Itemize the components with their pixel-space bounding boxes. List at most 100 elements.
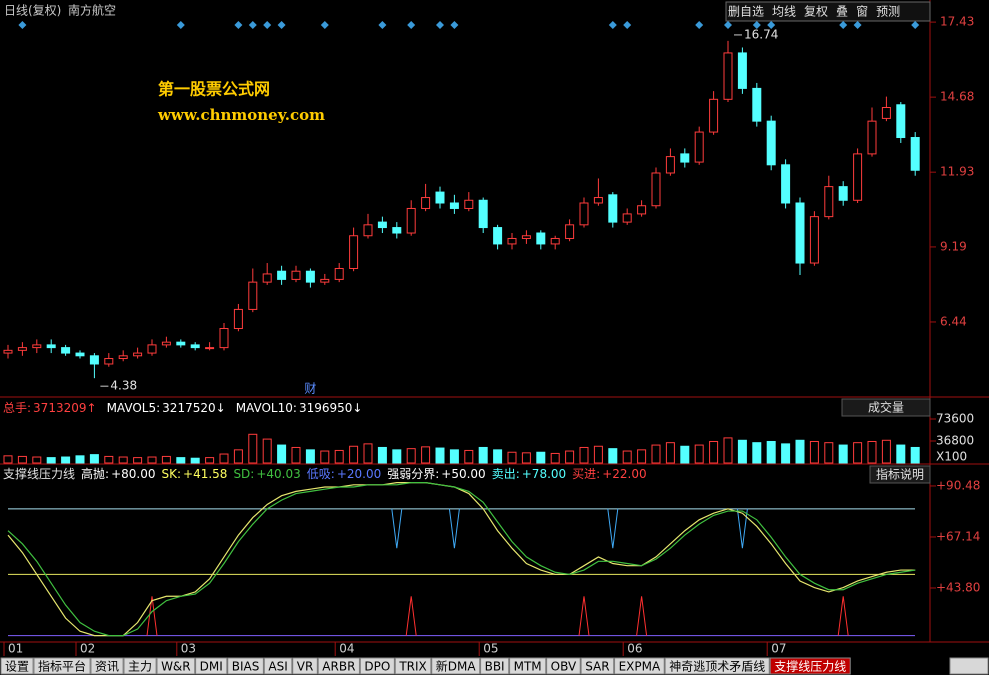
buy-spike (837, 596, 849, 636)
tab-label[interactable]: EXPMA (619, 660, 661, 674)
tab[interactable] (480, 657, 510, 675)
tab[interactable] (0, 657, 34, 675)
tab-label[interactable]: 神奇逃顶术矛盾线 (669, 660, 765, 674)
tab-label[interactable]: ASI (268, 660, 287, 674)
volume-bar (637, 449, 647, 464)
candle-body (17, 347, 27, 351)
volume-bar (651, 444, 661, 464)
tab[interactable] (195, 657, 228, 675)
signal-marker (608, 21, 617, 29)
volume-bar (17, 455, 27, 464)
date-label: 05 (483, 642, 498, 656)
candle-body (449, 202, 459, 209)
tab[interactable] (90, 657, 124, 675)
tab-label[interactable]: ARBR (322, 660, 355, 674)
y-tick-label: 14.68 (940, 90, 974, 104)
toolbar-button[interactable]: 均线 (772, 5, 796, 19)
tab[interactable] (123, 657, 157, 675)
candle-body (89, 355, 99, 365)
tab-label[interactable]: VR (297, 660, 314, 674)
volume-bar (579, 446, 589, 464)
tab[interactable] (394, 657, 432, 675)
tab-label[interactable]: 设置 (5, 660, 29, 674)
tab-label[interactable]: 支撑线压力线 (774, 659, 846, 674)
tab-label[interactable]: W&R (161, 660, 191, 674)
signal-marker (911, 21, 920, 29)
tab-label[interactable]: TRIX (398, 660, 426, 674)
tab-label[interactable]: 指标平台 (38, 659, 86, 674)
candle-body (795, 202, 805, 264)
candle-body (550, 237, 560, 245)
toolbar-button[interactable]: 预测 (876, 5, 900, 19)
tab-label[interactable]: BIAS (232, 660, 260, 674)
candle-body (752, 87, 762, 122)
candle-body (133, 352, 143, 357)
date-label: 02 (80, 642, 95, 656)
tab-label[interactable]: MTM (514, 660, 542, 674)
param-value: +20.00 (337, 467, 381, 481)
tab-label[interactable]: BBI (485, 660, 505, 674)
candle-body (521, 235, 531, 239)
signal-marker (436, 21, 444, 29)
toolbar-button[interactable]: 复权 (804, 5, 828, 19)
tab[interactable] (263, 657, 293, 675)
tab[interactable] (359, 657, 395, 675)
y-tick-label: 11.93 (940, 165, 974, 179)
tab[interactable] (317, 657, 360, 675)
signal-marker (248, 21, 257, 29)
tab[interactable] (292, 657, 318, 675)
watermark-url: www.chnmoney.com (157, 106, 325, 124)
scroll-buttons[interactable] (949, 657, 989, 675)
candle-body (608, 194, 618, 223)
sell-spike (448, 508, 460, 549)
buy-spike (146, 596, 158, 636)
tab-label[interactable]: OBV (551, 660, 577, 674)
candle-body (709, 98, 719, 133)
toolbar-button[interactable]: 叠 (836, 5, 848, 19)
candle-body (622, 213, 632, 223)
tab-label[interactable]: SAR (585, 660, 609, 674)
tab-label[interactable]: 主力 (128, 660, 152, 674)
toolbar-button[interactable]: 窗 (856, 5, 868, 19)
tab[interactable] (509, 657, 547, 675)
tab[interactable] (614, 657, 665, 675)
tab-label[interactable]: 资讯 (95, 660, 119, 674)
period: 日线(复权) (4, 4, 61, 18)
candle-body (205, 347, 215, 350)
tab-label[interactable]: 新DMA (436, 659, 477, 674)
signal-marker (263, 21, 272, 29)
volume-bar (277, 444, 287, 464)
tab[interactable] (33, 657, 91, 675)
tab[interactable] (580, 657, 615, 675)
tab[interactable] (546, 657, 581, 675)
tab[interactable] (156, 657, 196, 675)
volume-bar (493, 449, 503, 464)
tab[interactable] (664, 657, 770, 675)
volume-menu-label[interactable]: 成交量 (868, 400, 904, 415)
tab[interactable] (769, 657, 851, 675)
candle-body (320, 278, 330, 283)
candle-body (867, 120, 877, 155)
toolbar-button[interactable]: 删自选 (728, 5, 764, 19)
tab[interactable] (431, 657, 481, 675)
indicator-menu[interactable] (869, 465, 931, 484)
stock-name: 南方航空 (68, 3, 116, 18)
volume-bar (334, 449, 344, 464)
candle-body (305, 270, 315, 283)
indicator-line (7, 482, 916, 637)
volume-bar (795, 439, 805, 464)
volume-bar (205, 457, 215, 464)
volume-bar (46, 457, 56, 464)
watermark-name: 第一股票公式网 (158, 80, 270, 99)
tab[interactable] (227, 657, 264, 675)
volume-menu[interactable] (841, 398, 931, 417)
tab-label[interactable]: DMI (200, 660, 223, 674)
candle-body (349, 235, 359, 269)
param-value: +40.03 (256, 467, 300, 481)
candle-body (680, 153, 690, 163)
indicator-menu-label[interactable]: 指标说明 (876, 467, 924, 482)
tab-label[interactable]: DPO (364, 660, 390, 674)
signal-marker (853, 21, 862, 29)
sell-spike (607, 508, 619, 549)
param-name: 强弱分界: (387, 467, 439, 481)
